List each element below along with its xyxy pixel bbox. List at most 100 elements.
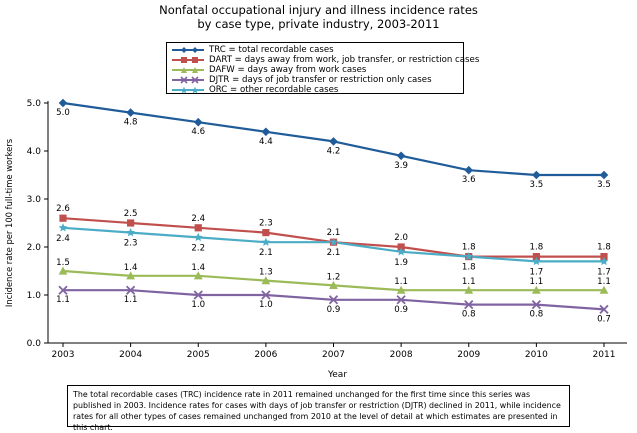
dafw-data-label-0: 1.5 bbox=[56, 258, 70, 268]
x-tick-label: 2006 bbox=[254, 350, 277, 360]
chart-title-line-1: Nonfatal occupational injury and illness… bbox=[159, 3, 478, 17]
orc-data-label-6: 1.8 bbox=[462, 263, 476, 273]
orc-point-2 bbox=[193, 232, 203, 242]
orc-data-label-7: 1.7 bbox=[530, 267, 544, 277]
djtr-point-2 bbox=[193, 290, 203, 300]
legend-label-djtr: DJTR = days of job transfer or restricti… bbox=[209, 75, 432, 85]
legend-item-orc: ORC = other recordable cases bbox=[171, 85, 338, 95]
orc-point-5 bbox=[396, 247, 406, 256]
trc-data-label-5: 3.9 bbox=[394, 161, 408, 171]
djtr-point-1 bbox=[125, 285, 136, 295]
djtr-point-8 bbox=[599, 304, 609, 315]
orc-point-3 bbox=[261, 237, 271, 246]
dart-point-8 bbox=[600, 253, 608, 261]
orc-data-label-8: 1.7 bbox=[597, 267, 611, 277]
legend-label-orc: ORC = other recordable cases bbox=[209, 85, 339, 95]
dafw-data-label-8: 1.1 bbox=[597, 277, 611, 287]
chart-legend: TRC = total recordable cases DART = days… bbox=[166, 42, 479, 95]
djtr-point-5 bbox=[396, 295, 406, 305]
dafw-point-1 bbox=[126, 271, 136, 280]
dart-data-label-0: 2.6 bbox=[56, 204, 70, 214]
dart-data-label-1: 2.5 bbox=[124, 209, 138, 219]
djtr-data-label-3: 1.0 bbox=[259, 300, 273, 310]
legend-swatch-djtr bbox=[171, 75, 205, 85]
y-tick-label: 3.0 bbox=[27, 195, 42, 205]
orc-data-label-2: 2.2 bbox=[191, 243, 205, 253]
orc-data-label-3: 2.1 bbox=[259, 248, 273, 258]
trc-data-label-2: 4.6 bbox=[191, 127, 205, 137]
dart-point-1 bbox=[127, 219, 135, 227]
footnote-box: The total recordable cases (TRC) inciden… bbox=[67, 385, 570, 432]
djtr-data-label-4: 0.9 bbox=[327, 305, 341, 315]
djtr-point-3 bbox=[261, 290, 271, 300]
y-tick-label: 1.0 bbox=[27, 291, 42, 301]
dart-data-label-6: 1.8 bbox=[462, 243, 476, 253]
legend-item-trc: TRC = total recordable cases bbox=[171, 45, 334, 55]
trc-point-7 bbox=[532, 170, 541, 180]
trc-point-5 bbox=[396, 151, 406, 161]
djtr-data-label-0: 1.1 bbox=[56, 295, 70, 305]
x-tick-label: 2004 bbox=[119, 350, 142, 360]
djtr-data-label-8: 0.7 bbox=[597, 314, 611, 324]
orc-data-label-5: 1.9 bbox=[394, 258, 408, 268]
trc-point-1 bbox=[126, 108, 135, 117]
dafw-data-label-5: 1.1 bbox=[394, 277, 408, 287]
dart-point-0 bbox=[59, 214, 67, 222]
legend-swatch-dart bbox=[171, 55, 205, 65]
dafw-data-label-2: 1.4 bbox=[191, 263, 205, 273]
trc-data-label-0: 5.0 bbox=[56, 108, 70, 118]
djtr-data-label-7: 0.8 bbox=[530, 310, 544, 320]
dafw-data-label-4: 1.2 bbox=[327, 272, 341, 282]
djtr-data-label-6: 0.8 bbox=[462, 310, 476, 320]
dafw-point-6 bbox=[464, 285, 474, 294]
dart-data-label-7: 1.8 bbox=[530, 243, 544, 253]
dart-point-5 bbox=[397, 243, 405, 251]
chart-title-line-2: by case type, private industry, 2003-201… bbox=[197, 17, 440, 31]
orc-data-label-1: 2.3 bbox=[124, 239, 138, 249]
trc-point-6 bbox=[464, 165, 474, 175]
y-tick-label: 0.0 bbox=[27, 339, 42, 349]
y-tick-label: 5.0 bbox=[27, 99, 42, 109]
y-tick-label: 2.0 bbox=[27, 243, 42, 253]
legend-item-djtr: DJTR = days of job transfer or restricti… bbox=[171, 75, 432, 85]
dafw-point-3 bbox=[261, 276, 271, 285]
dart-point-2 bbox=[194, 224, 202, 232]
trc-data-label-6: 3.6 bbox=[462, 175, 476, 185]
dart-data-label-3: 2.3 bbox=[259, 219, 273, 229]
trc-point-0 bbox=[58, 98, 68, 108]
x-tick-label: 2003 bbox=[52, 350, 75, 360]
dafw-data-label-7: 1.1 bbox=[530, 277, 544, 287]
trc-data-label-1: 4.8 bbox=[124, 118, 138, 128]
dart-data-label-4: 2.1 bbox=[327, 228, 341, 238]
dafw-point-2 bbox=[193, 271, 203, 280]
dart-data-label-5: 2.0 bbox=[394, 233, 408, 243]
trc-data-label-4: 4.2 bbox=[327, 146, 341, 156]
dart-point-7 bbox=[532, 253, 540, 261]
x-tick-label: 2009 bbox=[457, 350, 480, 360]
dart-data-label-2: 2.4 bbox=[191, 214, 205, 224]
trc-point-2 bbox=[193, 117, 203, 127]
footnote-text: The total recordable cases (TRC) inciden… bbox=[73, 390, 561, 432]
dafw-point-7 bbox=[531, 285, 541, 294]
legend-swatch-dafw bbox=[171, 65, 205, 75]
dafw-data-label-1: 1.4 bbox=[124, 263, 138, 273]
x-tick-label: 2010 bbox=[525, 350, 548, 360]
dafw-point-0 bbox=[58, 266, 68, 275]
legend-label-trc: TRC = total recordable cases bbox=[209, 45, 334, 55]
orc-data-label-0: 2.4 bbox=[56, 234, 70, 244]
orc-point-7 bbox=[532, 256, 541, 266]
orc-point-0 bbox=[58, 223, 68, 232]
djtr-point-4 bbox=[328, 295, 339, 305]
y-axis-label: Incidence rate per 100 full-time workers bbox=[4, 139, 14, 307]
orc-point-6 bbox=[464, 252, 474, 261]
orc-point-4 bbox=[329, 237, 338, 246]
dafw-point-4 bbox=[329, 280, 338, 289]
dafw-data-label-6: 1.1 bbox=[462, 277, 476, 287]
orc-data-label-4: 2.1 bbox=[327, 248, 341, 258]
y-tick-label: 4.0 bbox=[27, 147, 42, 157]
trc-point-3 bbox=[261, 127, 271, 137]
djtr-data-label-2: 1.0 bbox=[191, 300, 205, 310]
djtr-point-0 bbox=[58, 285, 68, 295]
